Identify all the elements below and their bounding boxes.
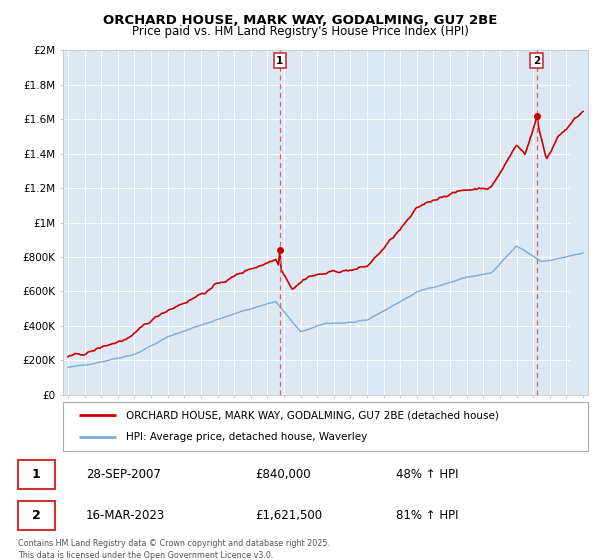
Text: £840,000: £840,000 — [255, 468, 311, 481]
Text: 28-SEP-2007: 28-SEP-2007 — [86, 468, 161, 481]
Text: HPI: Average price, detached house, Waverley: HPI: Average price, detached house, Wave… — [126, 432, 367, 442]
Text: 2: 2 — [533, 55, 540, 66]
Text: 48% ↑ HPI: 48% ↑ HPI — [396, 468, 458, 481]
FancyBboxPatch shape — [18, 501, 55, 530]
Bar — [570, 50, 588, 395]
Text: 1: 1 — [276, 55, 283, 66]
Text: 16-MAR-2023: 16-MAR-2023 — [86, 509, 165, 522]
FancyBboxPatch shape — [18, 460, 55, 489]
Text: 2: 2 — [32, 509, 40, 522]
Text: 81% ↑ HPI: 81% ↑ HPI — [396, 509, 458, 522]
FancyBboxPatch shape — [63, 402, 588, 451]
Text: ORCHARD HOUSE, MARK WAY, GODALMING, GU7 2BE: ORCHARD HOUSE, MARK WAY, GODALMING, GU7 … — [103, 14, 497, 27]
Text: £1,621,500: £1,621,500 — [255, 509, 322, 522]
Text: ORCHARD HOUSE, MARK WAY, GODALMING, GU7 2BE (detached house): ORCHARD HOUSE, MARK WAY, GODALMING, GU7 … — [126, 410, 499, 421]
Text: 1: 1 — [32, 468, 40, 481]
Text: Price paid vs. HM Land Registry's House Price Index (HPI): Price paid vs. HM Land Registry's House … — [131, 25, 469, 38]
Text: Contains HM Land Registry data © Crown copyright and database right 2025.
This d: Contains HM Land Registry data © Crown c… — [18, 539, 330, 559]
